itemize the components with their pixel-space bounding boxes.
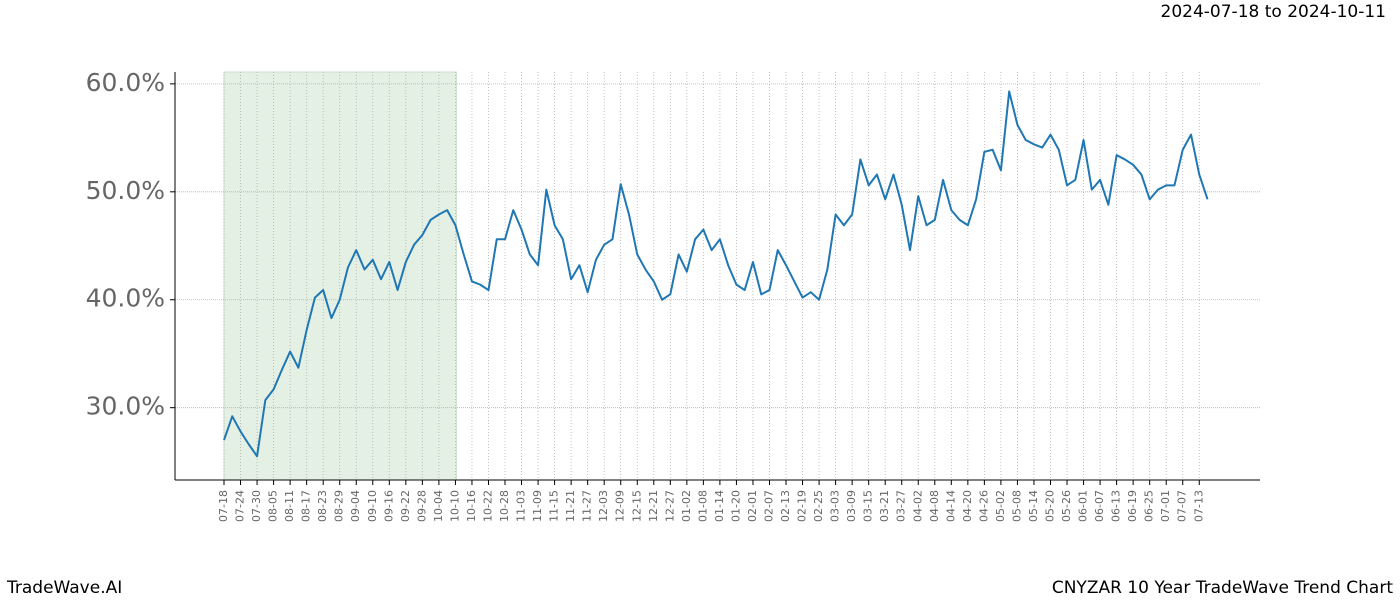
x-tick-label: 11-15 [548,490,561,522]
x-tick-label: 08-23 [316,490,329,522]
x-tick-label: 06-07 [1093,490,1106,522]
x-tick-label: 07-07 [1176,490,1189,522]
x-tick-label: 12-27 [663,490,676,522]
x-tick-label: 07-01 [1159,490,1172,522]
x-tick-label: 02-25 [812,490,825,522]
x-tick-label: 10-04 [432,490,445,522]
x-tick-label: 05-08 [1010,490,1023,522]
x-tick-label: 11-03 [515,490,528,522]
x-tick-label: 12-15 [630,490,643,522]
x-tick-label: 07-30 [250,490,263,522]
x-tick-label: 10-22 [481,490,494,522]
x-tick-label: 05-26 [1060,490,1073,522]
x-tick-label: 03-09 [845,490,858,522]
x-tick-label: 04-14 [944,490,957,522]
x-tick-label: 06-19 [1126,490,1139,522]
x-tick-label: 09-16 [382,490,395,522]
x-tick-label: 01-20 [729,490,742,522]
x-tick-label: 03-21 [878,490,891,522]
x-tick-label: 01-02 [680,490,693,522]
x-tick-label: 06-13 [1110,490,1123,522]
x-tick-label: 09-04 [349,490,362,522]
x-tick-label: 08-05 [267,490,280,522]
y-tick-label: 50.0% [86,176,165,205]
x-tick-label: 09-28 [415,490,428,522]
x-tick-label: 08-17 [300,490,313,522]
y-tick-label: 40.0% [86,284,165,313]
x-tick-label: 04-20 [961,490,974,522]
trend-line [223,90,1209,458]
x-tick-label: 11-27 [581,490,594,522]
x-tick-label: 05-20 [1044,490,1057,522]
x-tick-label: 09-22 [399,490,412,522]
x-tick-label: 08-29 [333,490,346,522]
x-tick-label: 06-25 [1143,490,1156,522]
x-tick-label: 06-01 [1077,490,1090,522]
x-tick-label: 03-27 [895,490,908,522]
x-tick-label: 10-16 [465,490,478,522]
x-tick-label: 05-02 [994,490,1007,522]
x-tick-label: 03-03 [829,490,842,522]
x-tick-label: 01-14 [713,490,726,522]
x-tick-label: 01-08 [696,490,709,522]
x-tick-label: 04-08 [928,490,941,522]
x-tick-label: 12-09 [614,490,627,522]
y-tick-label: 30.0% [86,392,165,421]
x-tick-label: 02-07 [762,490,775,522]
x-tick-label: 07-24 [234,490,247,522]
x-tick-label: 02-01 [746,490,759,522]
x-tick-label: 07-18 [217,490,230,522]
x-tick-label: 09-10 [366,490,379,522]
x-tick-label: 11-09 [531,490,544,522]
y-tick-label: 60.0% [86,68,165,97]
x-tick-label: 12-21 [647,490,660,522]
source: TradeWave.AI [6,578,122,598]
x-tick-label: 04-02 [911,490,924,522]
x-tick-label: 02-13 [779,490,792,522]
x-tick-label: 07-13 [1192,490,1205,522]
chart-title: CNYZAR 10 Year TradeWave Trend Chart [1052,578,1393,598]
x-tick-label: 05-14 [1027,490,1040,522]
x-tick-label: 12-03 [597,490,610,522]
x-tick-label: 08-11 [283,490,296,522]
chart-subtitle: 2024-07-18 to 2024-10-11 [1161,2,1386,22]
x-tick-label: 11-21 [564,490,577,522]
x-tick-label: 03-15 [862,490,875,522]
x-tick-label: 10-28 [498,490,511,522]
highlight-window [223,71,457,481]
x-tick-label: 02-19 [796,490,809,522]
x-tick-label: 10-10 [448,490,461,522]
x-tick-label: 04-26 [977,490,990,522]
